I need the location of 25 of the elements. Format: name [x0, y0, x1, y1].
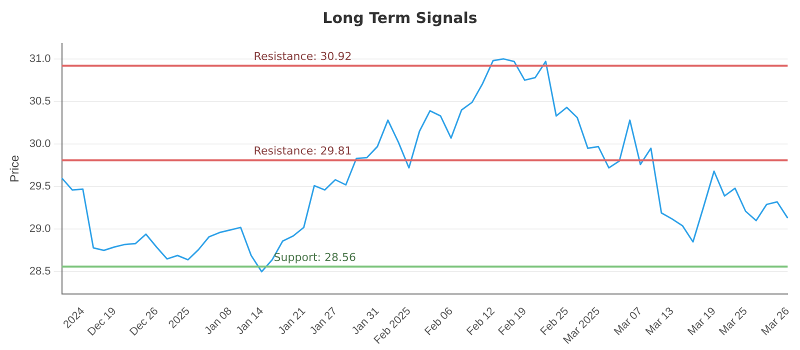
x-tick-label: Mar 07 — [612, 305, 645, 338]
x-tick-label: Mar 26 — [759, 305, 792, 338]
y-axis-title: Price — [8, 154, 22, 182]
x-tick-label: Mar 19 — [686, 305, 718, 338]
ref-line-label: Resistance: 30.92 — [254, 50, 352, 64]
x-tick-label: Mar 13 — [644, 305, 676, 338]
y-tick-label: 30.5 — [29, 96, 51, 108]
y-tick-label: 31.0 — [29, 52, 51, 65]
ref-line-label: Resistance: 29.81 — [254, 144, 352, 158]
ref-line-label: Support: 28.56 — [274, 250, 356, 264]
x-tick-label: Jan 27 — [308, 305, 340, 338]
x-tick-label: Jan 14 — [234, 305, 266, 338]
x-tick-label: Dec 26 — [128, 305, 161, 338]
x-tick-label: Mar 25 — [717, 305, 750, 338]
x-tick-label: Feb 06 — [422, 305, 456, 338]
x-tick-label: Jan 08 — [202, 305, 234, 338]
x-tick-label: Feb 19 — [496, 305, 529, 338]
y-tick-label: 29.0 — [29, 223, 51, 236]
chart-title: Long Term Signals — [322, 8, 478, 29]
y-tick-label: 28.5 — [29, 266, 51, 278]
x-tick-label: Dec 19 — [86, 305, 119, 338]
y-tick-label: 30.0 — [29, 138, 51, 150]
x-tick-label: Jan 21 — [276, 305, 308, 338]
y-tick-label: 29.5 — [29, 180, 51, 193]
x-tick-label: Feb 12 — [464, 305, 498, 338]
